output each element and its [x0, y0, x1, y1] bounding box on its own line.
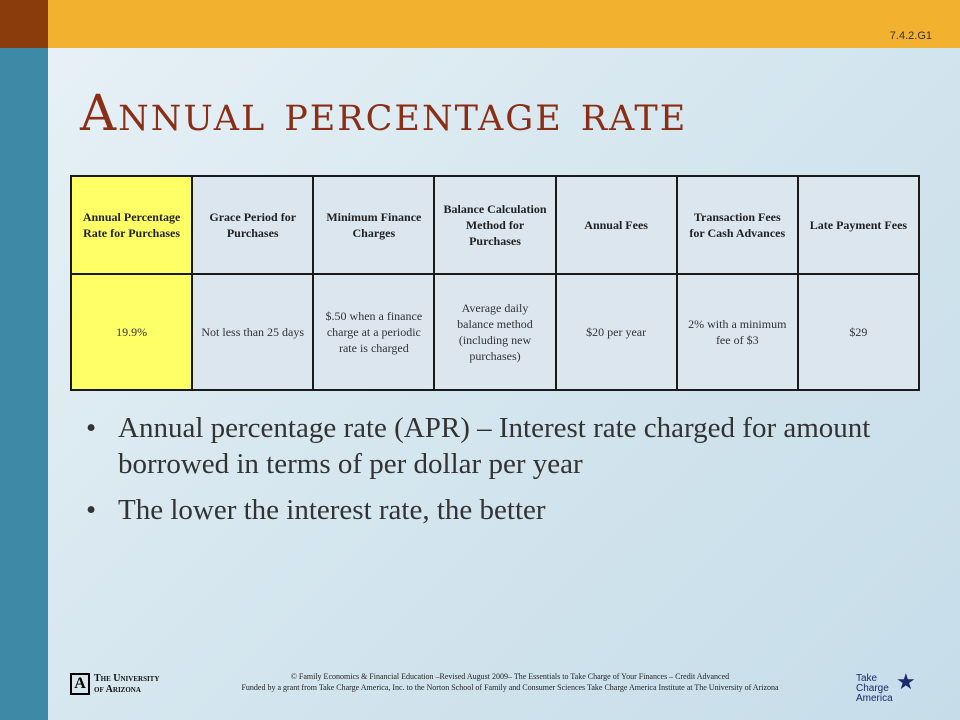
take-charge-america-text: Take Charge America	[856, 674, 893, 704]
bullet-icon: •	[86, 494, 97, 526]
table-row: 19.9% Not less than 25 days $.50 when a …	[69, 273, 921, 391]
bullet-text: The lower the interest rate, the better	[118, 494, 546, 526]
cell-apr: 19.9%	[69, 273, 194, 391]
header-late-payment-fees: Late Payment Fees	[796, 175, 921, 275]
tca-line1: Take	[856, 673, 878, 684]
bullet-text: Annual percentage rate (APR) – Interest …	[118, 412, 871, 480]
cell-balance-calculation: Average daily balance method (including …	[433, 273, 557, 391]
header-minimum-finance-charges: Minimum Finance Charges	[312, 175, 436, 275]
university-logo-text: The University of Arizona	[94, 673, 159, 695]
cell-transaction-fees: 2% with a minimum fee of $3	[675, 273, 799, 391]
star-icon: ★	[896, 669, 916, 694]
university-of-arizona-logo: A The University of Arizona	[70, 673, 162, 697]
bullet-item-apr-definition: • Annual percentage rate (APR) – Interes…	[80, 410, 930, 482]
slide-title: Annual percentage rate	[80, 84, 688, 142]
header-annual-fees: Annual Fees	[554, 175, 678, 275]
bullet-item-lower-rate: • The lower the interest rate, the bette…	[80, 492, 930, 528]
corner-block	[0, 0, 48, 48]
top-accent-bar	[48, 0, 960, 48]
slide-code: 7.4.2.G1	[889, 30, 932, 42]
bullet-icon: •	[86, 412, 97, 444]
header-balance-calculation: Balance Calculation Method for Purchases	[433, 175, 557, 275]
university-logo-line1: The University	[94, 673, 160, 684]
cell-minimum-finance-charges: $.50 when a finance charge at a periodic…	[312, 273, 436, 391]
cell-annual-fees: $20 per year	[554, 273, 678, 391]
tca-line2: Charge	[856, 683, 889, 694]
cell-late-payment-fees: $29	[796, 273, 921, 391]
footer-line-1: © Family Economics & Financial Education…	[290, 672, 730, 681]
apr-disclosure-table: Annual Percentage Rate for Purchases Gra…	[69, 175, 921, 391]
header-grace-period: Grace Period for Purchases	[191, 175, 315, 275]
footer-credits: © Family Economics & Financial Education…	[168, 671, 852, 693]
header-apr: Annual Percentage Rate for Purchases	[69, 175, 194, 275]
bullet-list: • Annual percentage rate (APR) – Interes…	[80, 410, 930, 538]
table-header-row: Annual Percentage Rate for Purchases Gra…	[69, 175, 921, 275]
header-transaction-fees: Transaction Fees for Cash Advances	[675, 175, 799, 275]
arizona-a-icon: A	[70, 673, 90, 695]
cell-grace-period: Not less than 25 days	[191, 273, 315, 391]
left-accent-bar	[0, 48, 48, 720]
university-logo-line2: of Arizona	[94, 684, 141, 695]
footer-line-2: Funded by a grant from Take Charge Ameri…	[241, 683, 779, 692]
tca-line3: America	[856, 693, 893, 704]
take-charge-america-logo: Take Charge America ★	[856, 669, 916, 704]
